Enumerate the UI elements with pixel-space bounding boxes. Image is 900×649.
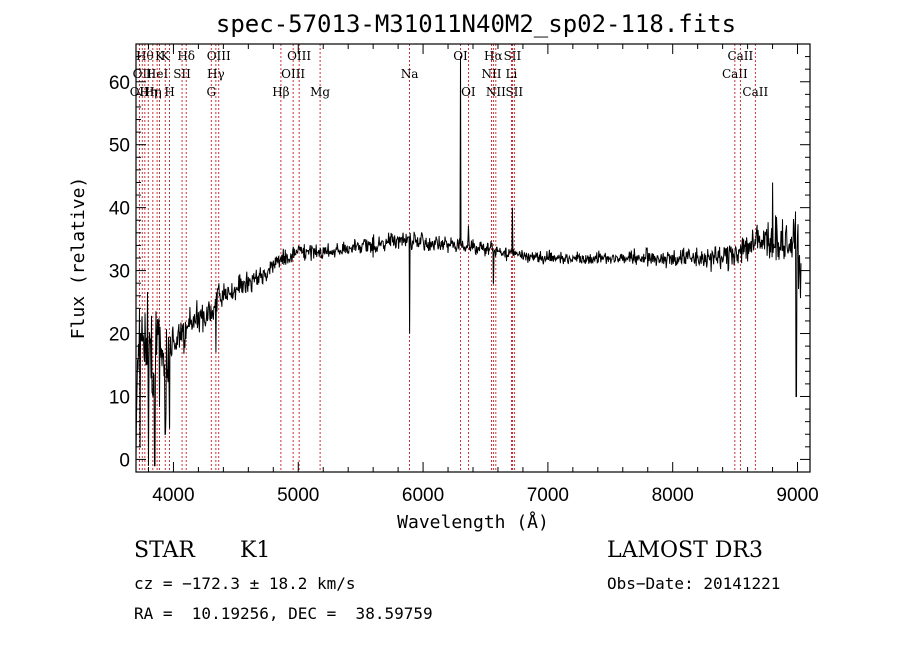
class-label: STAR: [134, 538, 195, 563]
line-mark-label: Na: [401, 67, 419, 81]
x-tick-label: 7000: [527, 485, 569, 506]
y-tick-label: 10: [109, 387, 130, 408]
obs-date-text: Obs−Date: 20141221: [607, 574, 781, 593]
line-mark-label: Mg: [310, 85, 330, 99]
line-mark-label: HeI: [146, 67, 169, 81]
redshift-text: cz = −172.3 ± 18.2 km/s: [134, 574, 356, 593]
spectrum-line: [135, 56, 802, 467]
line-mark-label: NII: [486, 85, 506, 99]
x-tick-label: 6000: [402, 485, 444, 506]
coordinates-text: RA = 10.19256, DEC = 38.59759: [134, 604, 433, 623]
y-tick-label: 20: [109, 325, 130, 346]
line-mark-label: SII: [173, 67, 191, 81]
line-mark-label: OIII: [281, 67, 305, 81]
y-tick-label: 60: [109, 73, 130, 94]
survey-label: LAMOST DR3: [607, 538, 763, 563]
line-mark-label: SII: [505, 85, 523, 99]
line-mark-label: OIII: [287, 49, 311, 63]
x-tick-label: 5000: [277, 485, 319, 506]
y-tick-label: 40: [109, 199, 130, 220]
line-mark-label: CaII: [722, 67, 748, 81]
line-mark-label: SII: [504, 49, 522, 63]
line-mark-label: OI: [453, 49, 468, 63]
line-mark-label: Hα: [484, 49, 503, 63]
line-mark-label: Hθ: [136, 49, 154, 63]
x-tick-label: 4000: [152, 485, 194, 506]
line-mark-label: Hβ: [272, 85, 289, 99]
line-mark-label: K: [161, 49, 171, 63]
line-mark-label: NII: [481, 67, 501, 81]
x-axis-label: Wavelength (Å): [397, 511, 549, 533]
line-mark-label: Hη: [144, 85, 162, 99]
line-mark-label: CaII: [742, 85, 768, 99]
line-mark-label: OII: [130, 85, 150, 99]
line-mark-label: Hδ: [177, 49, 195, 63]
y-tick-label: 50: [109, 136, 130, 157]
x-tick-label: 8000: [652, 485, 694, 506]
line-mark-label: OII: [133, 67, 153, 81]
y-tick-label: 0: [119, 450, 130, 471]
line-mark-label: G: [206, 85, 216, 99]
axis-ticks: 4000 5000 6000 7000 8000 9000 0 10 20 30 40 50 60: [109, 44, 819, 506]
line-mark-label: OI: [461, 85, 476, 99]
line-mark-label: OIII: [207, 49, 231, 63]
line-mark-label: Li: [506, 67, 518, 81]
chart-title: spec-57013-M31011N40M2_sp02-118.fits: [216, 10, 736, 38]
y-tick-label: 30: [109, 262, 130, 283]
line-mark-label: Hγ: [207, 67, 225, 81]
x-tick-label: 9000: [776, 485, 818, 506]
line-mark-label: K: [155, 49, 165, 63]
y-axis-label: Flux (relative): [68, 177, 89, 340]
line-mark-label: H: [164, 85, 174, 99]
line-mark-label: CaII: [727, 49, 753, 63]
subclass-label: K1: [240, 538, 271, 563]
